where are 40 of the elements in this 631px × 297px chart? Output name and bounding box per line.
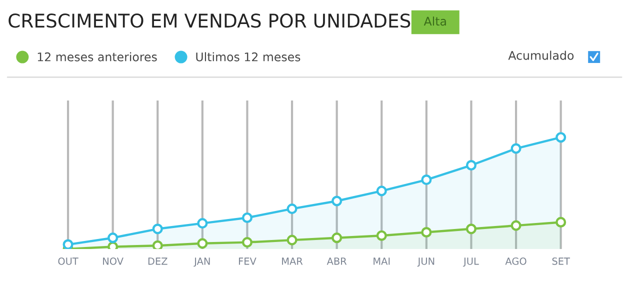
point (286, 234, 298, 246)
x-tick-label: JUL (463, 258, 479, 267)
point (510, 220, 522, 231)
point (152, 224, 163, 234)
point (332, 196, 342, 206)
point (556, 216, 566, 228)
point (376, 186, 387, 196)
point (556, 132, 566, 143)
point (421, 226, 432, 238)
point (108, 232, 118, 244)
point (197, 218, 208, 229)
text: Acumulado (508, 50, 574, 60)
point (332, 232, 342, 244)
point (421, 174, 432, 186)
legend-label: 12 meses anteriores (38, 52, 157, 62)
x-tick-label: DEZ (148, 258, 168, 265)
point (376, 230, 387, 241)
chart-title: CRESCIMENTO EM VENDAS POR UNIDADES (8, 14, 410, 28)
point (466, 224, 477, 234)
point (152, 240, 163, 250)
x-tick-label: OUT (58, 258, 78, 265)
x-tick-label: MAR (282, 258, 303, 265)
point (510, 143, 522, 154)
point (62, 239, 74, 250)
x-tick-label: FEV (238, 258, 256, 265)
point (286, 204, 298, 214)
point (242, 212, 253, 224)
legend-label: Ultimos 12 meses (196, 52, 300, 62)
x-tick-label: AGO (505, 258, 526, 265)
point (466, 160, 477, 171)
point (197, 238, 208, 249)
x-tick-label: JAN (194, 258, 210, 267)
x-tick-label: NOV (103, 258, 124, 265)
point (242, 237, 253, 248)
x-tick-label: SET (552, 258, 570, 265)
text: Alta (424, 16, 446, 26)
x-tick-label: JUN (417, 258, 434, 267)
x-tick-label: ABR (326, 258, 347, 265)
point (108, 241, 118, 250)
x-tick-label: MAI (374, 258, 390, 265)
